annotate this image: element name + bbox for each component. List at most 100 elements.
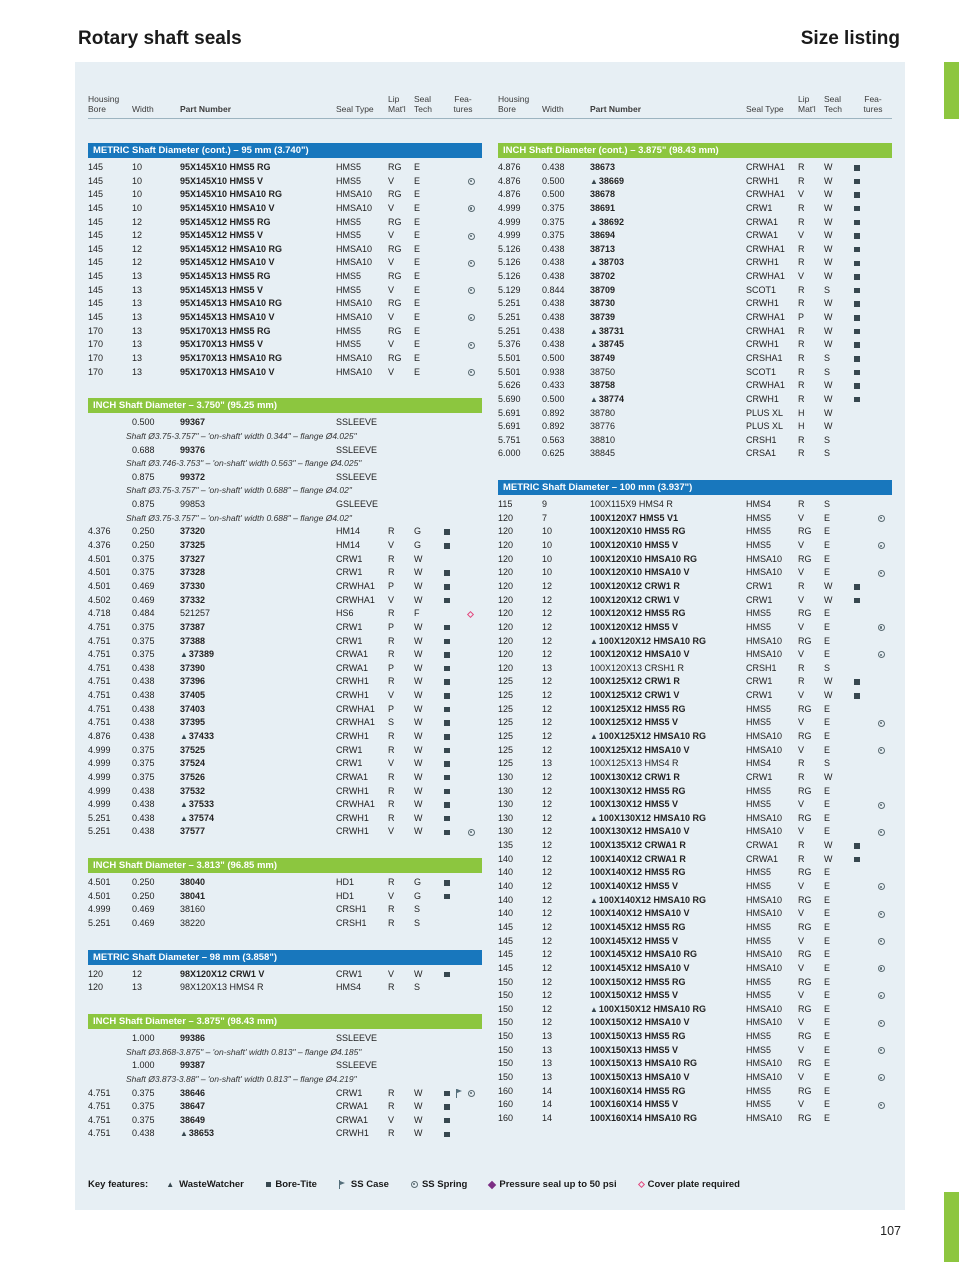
features-value (440, 311, 482, 325)
width-value: 0.375 (542, 216, 565, 227)
housing-bore-value: 145 (498, 962, 514, 973)
part-number-value: 37396 (180, 676, 206, 687)
part-number-value: 99853 (180, 499, 206, 510)
width-value: 0.438 (132, 717, 155, 728)
lip-material-value: R (388, 799, 395, 810)
seal-type-value: CRWA1 (336, 649, 369, 660)
width-value: 12 (542, 676, 553, 687)
table-row: 140 12 100X140X12 CRWA1 R CRWA1 R W (498, 853, 892, 867)
housing-bore-value: 130 (498, 812, 514, 823)
features-value (850, 607, 892, 621)
seal-tech-value: E (824, 540, 831, 551)
seal-tech-value: W (824, 257, 833, 268)
table-row: 120 12 100X120X12 CRW1 V CRW1 V W (498, 594, 892, 608)
ss-spring-icon (878, 910, 885, 918)
part-number-value: 100X150X12 HMSA10 V (590, 1017, 690, 1028)
table-row: 4.718 0.484 521257 HS6 R F (88, 607, 482, 621)
seal-tech-value: E (414, 189, 421, 200)
seal-tech-value (414, 416, 440, 430)
lip-material-value: R (798, 499, 805, 510)
part-number-value: 38694 (590, 230, 616, 241)
part-number-value: 100X125X13 HMS4 R (590, 758, 679, 769)
width-value: 0.250 (132, 877, 155, 888)
seal-type-value: HMS5 (746, 799, 772, 810)
features-value (440, 525, 482, 539)
seal-tech-value: E (824, 867, 831, 878)
feature-slot (444, 747, 456, 754)
table-row: 140 12 100X140X12 HMS5 RG HMS5 RG E (498, 866, 892, 880)
features-value (850, 839, 892, 853)
part-number-value: 95X145X10 HMS5 V (180, 175, 264, 186)
features-value (440, 662, 482, 676)
features-value (440, 229, 482, 243)
width-value: 12 (542, 881, 553, 892)
page-number: 107 (880, 1224, 901, 1238)
seal-tech-value: E (824, 1099, 831, 1110)
bore-tite-square-icon (854, 856, 860, 863)
part-number-value: 100X130X12 HMS5 V (590, 799, 679, 810)
seal-tech-value: E (414, 175, 421, 186)
key-features-legend: Key features: ▲ WasteWatcher Bore-Tite SS C… (88, 1179, 892, 1190)
width-value: 0.438 (132, 1128, 155, 1139)
lip-material-value: R (798, 339, 805, 350)
width-value: 12 (542, 785, 553, 796)
seal-type-value: CRWA1 (746, 853, 779, 864)
width-value: 13 (542, 1058, 553, 1069)
width-value: 0.438 (132, 812, 155, 823)
lip-material-value: R (388, 904, 395, 915)
table-row: 150 13 100X150X13 HMSA10 V HMSA10 V E (498, 1071, 892, 1085)
housing-bore-value: 4.751 (88, 635, 111, 646)
seal-type-value: HMSA10 (746, 730, 783, 741)
housing-bore-value: 140 (498, 867, 514, 878)
ss-spring-icon (468, 177, 475, 185)
housing-bore-value: 125 (498, 690, 514, 701)
feature-slot (854, 205, 866, 212)
lip-material-value: V (798, 1099, 805, 1110)
part-number-value: 100X140X12 HMS5 V (590, 881, 679, 892)
table-row: 145 10 95X145X10 HMS5 V HMS5 V E (88, 175, 482, 189)
housing-bore-value: 4.751 (88, 703, 111, 714)
features-value (850, 689, 892, 703)
width-value: 0.500 (542, 393, 565, 404)
bore-tite-square-icon (265, 1181, 272, 1188)
seal-type-value: HMS5 (746, 1031, 772, 1042)
width-value: 12 (542, 649, 553, 660)
cover-plate-diamond-icon (637, 1180, 645, 1189)
part-number-value: 99372 (180, 471, 206, 482)
lip-material-value (388, 444, 414, 458)
wastewatcher-triangle-icon: ▲ (180, 813, 188, 823)
bore-tite-square-icon (444, 584, 450, 590)
part-number-value: 37332 (180, 594, 206, 605)
lip-material-value: RG (798, 635, 812, 646)
table-row: 4.751 0.375 37387 CRW1 P W (88, 621, 482, 635)
lip-material-value: V (798, 826, 805, 837)
seal-type-value: HMSA10 (746, 908, 783, 919)
part-number-value: 95X145X10 HMS5 RG (180, 162, 271, 172)
features-value (850, 798, 892, 812)
lip-material-value: V (798, 935, 805, 946)
features-value (440, 1032, 482, 1046)
width-value: 0.500 (542, 189, 565, 200)
cover-plate-diamond-icon (466, 610, 475, 618)
ss-spring-icon (878, 801, 885, 809)
seal-tech-value: E (824, 526, 831, 537)
lip-material-value: R (388, 1087, 395, 1098)
housing-bore-value: 5.129 (498, 284, 521, 295)
width-value: 7 (542, 512, 548, 523)
table-row: 5.376 0.438 ▲38745 CRWH1 R W (498, 338, 892, 352)
part-number-value: 100X140X12 HMS5 RG (590, 867, 686, 878)
seal-type-value: HMSA10 (336, 298, 373, 309)
seal-type-value: HMS4 (746, 758, 772, 769)
seal-tech-value: G (414, 540, 422, 551)
bore-tite-square-icon (854, 165, 860, 171)
features-value (440, 903, 482, 917)
width-value: 0.375 (132, 553, 155, 564)
width-value: 0.375 (132, 771, 155, 782)
ss-spring-icon (878, 937, 885, 945)
bore-tite-square-icon (444, 1131, 450, 1137)
features-value (440, 366, 482, 380)
housing-bore-value: 5.251 (88, 812, 111, 823)
seal-type-value: CRWH1 (746, 298, 779, 309)
width-value: 0.438 (132, 662, 155, 673)
seal-tech-value: W (824, 407, 833, 418)
